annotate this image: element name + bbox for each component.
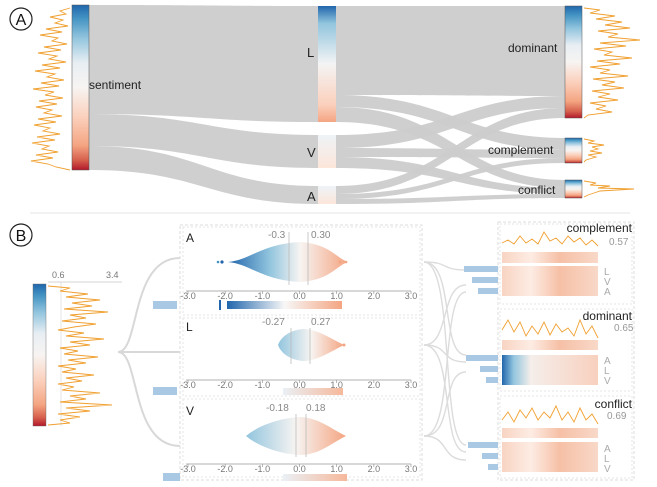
card-dominant-title: dominant: [583, 309, 633, 323]
axis-tick-label: -2.0: [217, 464, 233, 474]
node-v[interactable]: [318, 135, 336, 168]
axis-tick-label: 0.0: [293, 380, 306, 390]
card-dominant-value: 0.65: [614, 323, 634, 334]
panel-a-badge: A: [9, 7, 33, 31]
card-complement-row-1: L: [604, 267, 610, 278]
card-complement-title: complement: [567, 221, 633, 235]
flow-a-complement: [336, 158, 565, 199]
card-complement-row-2: V: [604, 277, 611, 288]
flow-sentiment-a: [89, 146, 318, 204]
node-dominant[interactable]: [564, 5, 583, 119]
node-complement[interactable]: [564, 137, 583, 164]
cards-frame: [497, 221, 635, 481]
histogram-trace: [47, 285, 113, 426]
panel-a: A sentiment L V A dominant: [9, 4, 641, 204]
axis-tick-label: -2.0: [217, 380, 233, 390]
flow-v-conflict: [336, 157, 565, 194]
panel-b: B 0.6 3.4 A -0.3 0.30: [9, 221, 635, 481]
axis-tick-label: 3.0: [405, 380, 418, 390]
card-conflict[interactable]: conflict 0.69 A L V: [468, 395, 633, 479]
card-complement[interactable]: complement 0.57 L V A: [464, 221, 633, 305]
node-l[interactable]: [318, 6, 336, 122]
axis-tick-label: -1.0: [255, 380, 271, 390]
card-conflict-title: conflict: [595, 397, 633, 411]
axis-tick-label: -1.0: [255, 291, 271, 301]
histogram-tick-left: 0.6: [52, 270, 65, 280]
axis-tick-label: 1.0: [330, 464, 343, 474]
histogram-tick-right: 3.4: [106, 270, 119, 280]
sentiment-distribution-trace: [30, 7, 71, 171]
flow-l-dominant: [336, 6, 565, 96]
flow-a-conflict: [336, 194, 565, 204]
violin-v-label: V: [186, 404, 194, 418]
axis-tick-label: -2.0: [217, 291, 233, 301]
complement-distribution-trace: [583, 138, 605, 163]
node-sentiment-label: sentiment: [89, 78, 142, 92]
flow-sentiment-l: [89, 5, 318, 122]
axis-tick-label: -3.0: [180, 464, 196, 474]
panel-b-badge: B: [9, 223, 33, 247]
violin-a-shape: [228, 242, 348, 282]
panel-b-label: B: [16, 228, 27, 245]
violin-a-high: 0.30: [311, 230, 331, 241]
violin-panel-a[interactable]: A -0.3 0.30: [153, 226, 421, 316]
violin-l-high: 0.27: [311, 317, 331, 328]
flow-l-conflict: [336, 107, 565, 188]
axis-tick-label: 1.0: [330, 291, 343, 301]
violin-panel-v[interactable]: V -0.18 0.18: [163, 398, 421, 481]
axis-tick-label: 3.0: [405, 464, 418, 474]
node-complement-label: complement: [488, 143, 554, 157]
axis-tick-label: 2.0: [368, 464, 381, 474]
violin-panel-l[interactable]: L -0.27 0.27: [153, 317, 421, 397]
right-connectors: [423, 261, 467, 461]
node-dominant-label: dominant: [508, 41, 558, 55]
node-v-label: V: [307, 145, 316, 160]
flow-sentiment-v: [89, 114, 318, 168]
violin-l-shape: [278, 329, 344, 361]
card-conflict-row-3: V: [604, 464, 611, 475]
axis-tick-label: 2.0: [368, 291, 381, 301]
violin-l-label: L: [186, 320, 193, 334]
node-conflict-label: conflict: [518, 183, 556, 197]
dominant-distribution-trace: [583, 7, 641, 119]
card-dominant[interactable]: dominant 0.65 A L V: [466, 308, 634, 392]
conflict-distribution-trace: [583, 180, 635, 198]
axis-tick-label: 3.0: [405, 291, 418, 301]
flow-a-dominant: [336, 108, 565, 194]
axis-tick-label: -1.0: [255, 464, 271, 474]
violin-l-low: -0.27: [262, 317, 285, 328]
axis-tick-label: -3.0: [180, 291, 196, 301]
node-conflict[interactable]: [564, 179, 583, 199]
axis-tick-label: 0.0: [293, 291, 306, 301]
card-complement-row-3: A: [604, 287, 611, 298]
card-dominant-row-1: A: [604, 356, 611, 367]
left-connectors: [117, 257, 181, 447]
card-conflict-value: 0.69: [607, 411, 627, 422]
node-l-label: L: [307, 45, 314, 60]
node-a-label: A: [307, 189, 316, 204]
panel-a-label: A: [16, 12, 27, 29]
violin-a-low: -0.3: [268, 230, 286, 241]
card-dominant-row-3: V: [604, 376, 611, 387]
axis-tick-label: 0.0: [293, 464, 306, 474]
axis-tick-label: -3.0: [180, 380, 196, 390]
axis-tick-label: 1.0: [330, 380, 343, 390]
node-sentiment[interactable]: [71, 4, 90, 171]
flow-v-dominant: [336, 96, 565, 148]
sankey-flows: [89, 5, 565, 204]
violin-v-high: 0.18: [306, 403, 326, 414]
axis-tick-label: 2.0: [368, 380, 381, 390]
card-conflict-row-1: A: [604, 444, 611, 455]
sentiment-histogram[interactable]: 0.6 3.4: [32, 270, 122, 427]
node-a[interactable]: [318, 186, 336, 204]
violin-axis-ticks: -3.0 -2.0 -1.0 0.0 1.0 2.0 3.0 -3.0 -2.0 -1.0 0.0 1…: [180, 291, 417, 474]
violin-v-low: -0.18: [266, 403, 289, 414]
card-dominant-row-2: L: [604, 366, 610, 377]
card-conflict-row-2: L: [604, 454, 610, 465]
violin-a-label: A: [186, 231, 194, 245]
card-complement-value: 0.57: [609, 237, 629, 248]
